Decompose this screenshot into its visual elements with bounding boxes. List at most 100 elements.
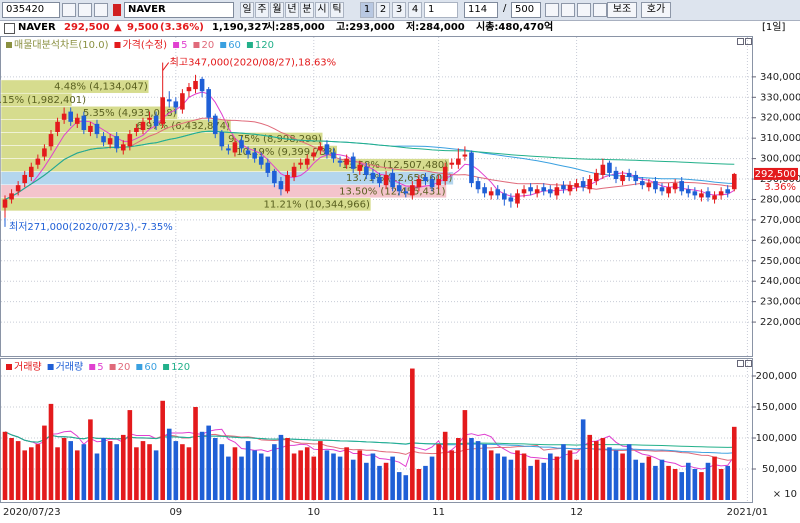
- panel-icon[interactable]: [737, 360, 744, 367]
- legend-label: 60: [228, 40, 241, 51]
- candle-body: [364, 166, 369, 175]
- legend-label: 매물대분석차트(10.0): [14, 39, 109, 51]
- candle-body: [101, 136, 106, 143]
- legend-swatch: [193, 42, 200, 48]
- volume-bar: [383, 462, 389, 500]
- volume-bar: [718, 468, 724, 500]
- period-tab[interactable]: 4: [408, 2, 422, 18]
- panel-close[interactable]: [745, 360, 752, 367]
- y-tick-label: 250,000: [760, 256, 800, 267]
- info-market-cap: 시총:480,470억: [476, 22, 554, 33]
- volume-bar: [679, 472, 685, 500]
- settings-button[interactable]: [577, 3, 591, 17]
- period-tab[interactable]: 분: [300, 2, 314, 18]
- volume-bar: [580, 419, 586, 500]
- candle-body: [28, 166, 34, 177]
- candle-body: [193, 80, 198, 90]
- volume-bar: [252, 450, 257, 500]
- panel-icon[interactable]: [737, 38, 744, 45]
- volume-bar: [22, 450, 28, 500]
- volume-bar: [390, 456, 395, 500]
- volume-bar: [731, 426, 737, 500]
- volume-bar: [534, 459, 540, 500]
- volume-bar: [515, 450, 520, 500]
- candle-body: [712, 195, 717, 200]
- move-button[interactable]: [593, 3, 607, 17]
- legend-label: 60: [144, 362, 157, 373]
- last-change-label: 3.36%: [764, 182, 796, 193]
- period-tab[interactable]: 주: [255, 2, 269, 18]
- tool-button[interactable]: [545, 3, 559, 17]
- volume-bar: [212, 437, 218, 500]
- volume-bar: [245, 441, 251, 500]
- period-tab[interactable]: 월: [270, 2, 284, 18]
- quote-button[interactable]: 호가: [641, 2, 671, 18]
- search-button[interactable]: [78, 3, 92, 17]
- period-tab[interactable]: 시: [315, 2, 329, 18]
- candle-body: [416, 179, 422, 188]
- candle-body: [166, 99, 172, 102]
- volume-bar: [107, 441, 113, 500]
- sub-button[interactable]: 보조: [607, 2, 637, 18]
- y-tick-label: 50,000: [762, 464, 797, 475]
- volume-bar: [61, 437, 67, 500]
- count-input[interactable]: 114: [464, 2, 498, 18]
- candle-body: [22, 174, 28, 184]
- candle-body: [199, 78, 205, 92]
- panel-close[interactable]: [745, 38, 752, 45]
- volume-bar: [541, 462, 547, 500]
- volume-bar: [488, 450, 494, 500]
- volume-bar: [28, 447, 34, 500]
- candle-body: [653, 181, 658, 190]
- volume-bar: [567, 450, 573, 500]
- menu-button[interactable]: [94, 3, 108, 17]
- legend-swatch: [6, 42, 12, 48]
- candle-body: [278, 181, 284, 190]
- period-tab[interactable]: 2: [376, 2, 390, 18]
- period-tab[interactable]: 일: [240, 2, 254, 18]
- volume-bar: [561, 444, 566, 500]
- candle-body: [206, 89, 211, 118]
- code-input[interactable]: 035420: [2, 2, 60, 18]
- period-tab[interactable]: 틱: [330, 2, 344, 18]
- candle-body: [35, 158, 41, 165]
- candle-body: [607, 162, 612, 173]
- candle-body: [475, 181, 481, 190]
- candle-body: [666, 187, 671, 194]
- candle-body: [219, 132, 225, 147]
- stock-icon: [113, 4, 121, 16]
- save-button[interactable]: [561, 3, 575, 17]
- volume-bar: [291, 453, 297, 500]
- max-input[interactable]: 500: [511, 2, 541, 18]
- dropdown-button[interactable]: [62, 3, 76, 17]
- volume-bar: [81, 444, 87, 500]
- period-tab[interactable]: 년: [285, 2, 299, 18]
- volume-bar: [626, 444, 632, 500]
- y-tick-label: 220,000: [760, 317, 800, 328]
- period-tab[interactable]: 1: [360, 2, 374, 18]
- volume-bar: [639, 462, 645, 500]
- period-tab[interactable]: 1: [424, 2, 458, 18]
- x-tick-label: 2021/01: [727, 507, 769, 518]
- high-annotation: 최고347,000(2020/08/27),18.63%: [170, 57, 337, 69]
- candle-body: [521, 189, 527, 194]
- volume-bar: [659, 459, 665, 500]
- candle-body: [258, 156, 264, 165]
- checkbox[interactable]: [4, 23, 15, 34]
- volume-bar: [396, 472, 402, 500]
- legend-swatch: [109, 364, 116, 370]
- candle-body: [370, 172, 376, 180]
- volume-bar: [508, 459, 514, 500]
- candle-body: [94, 123, 100, 135]
- volume-bar: [475, 441, 481, 500]
- candle-body: [456, 158, 461, 165]
- period-tab[interactable]: 3: [392, 2, 406, 18]
- volume-bar: [442, 431, 448, 500]
- candle-body: [587, 179, 593, 190]
- volume-bar: [134, 447, 139, 500]
- x-tick-label: 12: [570, 507, 583, 518]
- volume-bar: [232, 447, 238, 500]
- volume-bar: [199, 431, 205, 500]
- volume-profile-label: 10.19% (9,399,738): [236, 147, 336, 158]
